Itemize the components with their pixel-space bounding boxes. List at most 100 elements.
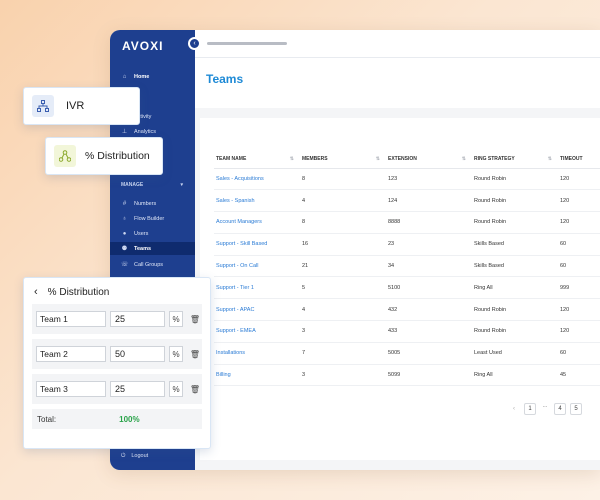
percent-icon: % (169, 346, 183, 362)
sidebar-item-label: Numbers (134, 200, 157, 207)
page-title: Teams (206, 72, 244, 86)
team-name-cell[interactable]: Installations (214, 342, 300, 365)
user-icon: ● (122, 230, 127, 237)
panel-header: ‹ % Distribution (32, 286, 202, 298)
distribution-label: % Distribution (85, 150, 150, 162)
team-name-field[interactable]: Team 1 (36, 311, 106, 327)
table-row[interactable]: Sales - Spanish 4 124 Round Robin 120 (214, 189, 600, 213)
extension-cell: 5100 (386, 276, 472, 300)
sort-icon: ⇅ (289, 155, 294, 162)
column-header-timeout[interactable]: TIMEOUT (558, 150, 600, 169)
extension-cell: 23 (386, 233, 472, 256)
team-name-field[interactable]: Team 2 (36, 346, 106, 362)
pagination-ellipsis: ... (542, 403, 548, 409)
flow-icon: ♁ (122, 215, 127, 222)
extension-cell: 432 (386, 298, 472, 322)
header-label: TIMEOUT (560, 155, 583, 162)
members-cell: 3 (300, 320, 386, 343)
team-distribution-row: Team 3 25% 🗑 (32, 374, 202, 404)
table-row[interactable]: Account Managers 8 8888 Round Robin 120 (214, 211, 600, 234)
trash-icon[interactable]: 🗑 (189, 384, 201, 394)
members-cell: 8 (300, 211, 386, 234)
sidebar-item-analytics[interactable]: ⊥ Analytics (110, 125, 195, 138)
table-row[interactable]: Support - On Call 21 34 Skills Based 60 (214, 255, 600, 278)
ring-strategy-cell: Skills Based (472, 233, 558, 256)
sidebar-item-numbers[interactable]: # Numbers (110, 197, 195, 210)
sidebar-item-call-groups[interactable]: ☏ Call Groups (110, 258, 195, 271)
sort-icon: ⇅ (547, 155, 552, 162)
ring-strategy-cell: Round Robin (472, 168, 558, 191)
table-row[interactable]: Support - Tier 1 5 5100 Ring All 999 (214, 276, 600, 300)
sidebar-item-label: Activity (134, 113, 152, 120)
sidebar-item-label: Teams (134, 245, 152, 252)
team-name-cell[interactable]: Support - On Call (214, 255, 300, 278)
sidebar-item-users[interactable]: ● Users (110, 227, 195, 240)
team-icon: ⚉ (121, 246, 128, 252)
panel-title: % Distribution (47, 286, 110, 298)
page-button-5[interactable]: 5 (570, 403, 582, 415)
page-header: Teams (195, 58, 600, 108)
timeout-cell: 120 (558, 168, 600, 191)
ring-strategy-cell: Round Robin (472, 320, 558, 343)
team-percent-field[interactable]: 50 (110, 346, 165, 362)
chevron-left-icon[interactable]: ‹ (188, 37, 201, 50)
ring-strategy-cell: Ring All (472, 276, 558, 300)
extension-cell: 433 (386, 320, 472, 343)
ivr-card[interactable]: IVR (23, 87, 140, 125)
top-bar-placeholder (207, 42, 287, 45)
distribution-panel: ‹ % Distribution Team 1 25% 🗑 Team 2 50% 🗑 Tea… (23, 277, 211, 449)
header-label: EXTENSION (388, 155, 417, 162)
ring-strategy-cell: Round Robin (472, 189, 558, 213)
logout-button[interactable]: ⏻ Logout (121, 453, 148, 460)
table-row[interactable]: Installations 7 5005 Least Used 60 (214, 342, 600, 365)
timeout-cell: 60 (558, 342, 600, 365)
table-header-row: TEAM NAME ⇅ MEMBERS ⇅ EXTENSION ⇅ RING STRA… (214, 150, 600, 169)
team-percent-field[interactable]: 25 (110, 311, 165, 327)
page-button-1[interactable]: 1 (524, 403, 536, 415)
team-name-cell[interactable]: Support - APAC (214, 298, 300, 322)
extension-cell: 5005 (386, 342, 472, 365)
sidebar-item-flow-builder[interactable]: ♁ Flow Builder (110, 212, 195, 225)
sidebar-section-manage[interactable]: MANAGE ▾ (121, 182, 183, 188)
sidebar-item-teams[interactable]: ⚉ Teams (110, 242, 195, 255)
team-name-cell[interactable]: Account Managers (214, 211, 300, 234)
column-header-members[interactable]: MEMBERS ⇅ (300, 150, 386, 169)
prev-page-icon[interactable]: ‹ (508, 403, 520, 415)
distribution-card[interactable]: % Distribution (45, 137, 163, 175)
team-name-cell[interactable]: Sales - Spanish (214, 189, 300, 213)
sidebar-item-home[interactable]: ⌂ Home (110, 70, 195, 83)
team-distribution-row: Team 1 25% 🗑 (32, 304, 202, 334)
extension-cell: 5099 (386, 364, 472, 387)
team-name-cell[interactable]: Billing (214, 364, 300, 387)
trash-icon[interactable]: 🗑 (189, 314, 201, 324)
members-cell: 8 (300, 168, 386, 191)
team-name-cell[interactable]: Support - EMEA (214, 320, 300, 343)
team-name-cell[interactable]: Sales - Acquisitions (214, 168, 300, 191)
members-cell: 21 (300, 255, 386, 278)
team-distribution-row: Team 2 50% 🗑 (32, 339, 202, 369)
table-row[interactable]: Sales - Acquisitions 8 123 Round Robin 120 (214, 168, 600, 191)
team-name-field[interactable]: Team 3 (36, 381, 106, 397)
numbers-icon: # (122, 200, 127, 207)
table-row[interactable]: Support - Skill Based 16 23 Skills Based 60 (214, 233, 600, 256)
team-name-cell[interactable]: Support - Tier 1 (214, 276, 300, 300)
timeout-cell: 120 (558, 320, 600, 343)
members-cell: 5 (300, 276, 386, 300)
page-button-4[interactable]: 4 (554, 403, 566, 415)
column-header-extension[interactable]: EXTENSION ⇅ (386, 150, 472, 169)
column-header-team-name[interactable]: TEAM NAME ⇅ (214, 150, 300, 169)
back-icon[interactable]: ‹ (34, 286, 38, 298)
table-row[interactable]: Support - APAC 4 432 Round Robin 120 (214, 298, 600, 322)
trash-icon[interactable]: 🗑 (189, 349, 201, 359)
top-bar (195, 30, 600, 58)
team-percent-field[interactable]: 25 (110, 381, 165, 397)
extension-cell: 34 (386, 255, 472, 278)
table-row[interactable]: Billing 3 5099 Ring All 45 (214, 364, 600, 387)
home-icon: ⌂ (122, 73, 127, 80)
sidebar-item-label: Users (134, 230, 149, 237)
teams-table: TEAM NAME ⇅ MEMBERS ⇅ EXTENSION ⇅ RING STRA… (214, 150, 600, 387)
team-name-cell[interactable]: Support - Skill Based (214, 233, 300, 256)
column-header-ring-strategy[interactable]: RING STRATEGY ⇅ (472, 150, 558, 169)
timeout-cell: 120 (558, 211, 600, 234)
table-row[interactable]: Support - EMEA 3 433 Round Robin 120 (214, 320, 600, 343)
